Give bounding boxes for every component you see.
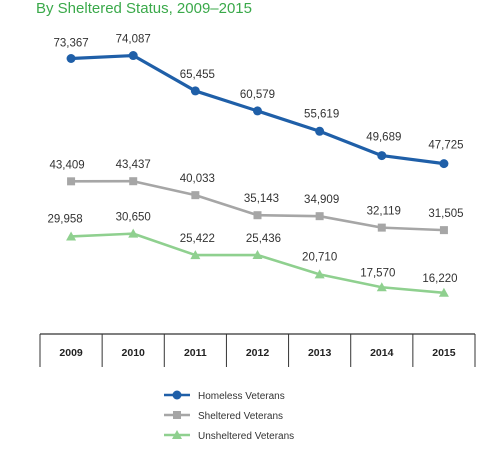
data-point [67,177,76,186]
data-label: 34,909 [304,194,339,206]
data-label: 65,455 [180,69,215,81]
data-label: 49,689 [366,132,401,144]
data-label: 31,505 [428,208,463,220]
data-label: 55,619 [304,108,339,120]
data-point [190,86,200,96]
data-point [172,390,182,400]
x-tick-label: 2015 [432,347,456,359]
data-point [253,106,262,116]
data-label: 47,725 [428,140,463,152]
data-label: 32,119 [367,206,401,218]
x-tick-label: 2010 [122,347,146,359]
data-point [66,53,76,63]
data-point [253,211,262,220]
legend-entry: Homeless Veterans [198,391,285,402]
data-label: 73,367 [53,37,88,49]
data-label: 40,033 [180,173,215,185]
data-point [376,282,387,292]
data-point [172,430,182,439]
legend-entry: Sheltered Veterans [198,411,283,422]
x-tick-label: 2013 [308,347,332,359]
data-point [314,269,325,279]
data-point [439,226,448,235]
data-label: 43,437 [116,159,151,171]
legend-entry: Unsheltered Veterans [198,431,294,442]
data-point [129,177,138,186]
data-point [173,411,181,419]
data-point [191,191,200,200]
data-label: 25,436 [246,233,281,245]
data-label: 30,650 [116,212,151,224]
data-point [66,231,77,241]
x-tick-label: 2011 [184,347,207,359]
data-point [315,212,324,221]
data-label: 16,220 [422,273,457,285]
data-point [377,223,386,232]
data-point [315,126,325,136]
x-tick-label: 2009 [59,347,83,359]
data-point [128,228,139,238]
x-tick-label: 2014 [370,347,394,359]
data-point [439,159,449,169]
x-tick-label: 2012 [246,347,270,359]
data-point [128,51,138,61]
data-label: 20,710 [302,251,337,263]
data-label: 29,958 [47,213,82,225]
data-point [438,287,449,297]
data-label: 60,579 [240,89,275,101]
data-label: 35,143 [244,193,279,205]
data-point [190,250,201,260]
chart-title: By Sheltered Status, 2009–2015 [36,0,252,17]
data-label: 17,570 [360,267,395,279]
data-label: 25,422 [180,233,215,245]
data-point [252,250,263,260]
data-point [377,151,387,161]
data-label: 74,087 [116,34,151,46]
data-label: 43,409 [49,159,84,171]
